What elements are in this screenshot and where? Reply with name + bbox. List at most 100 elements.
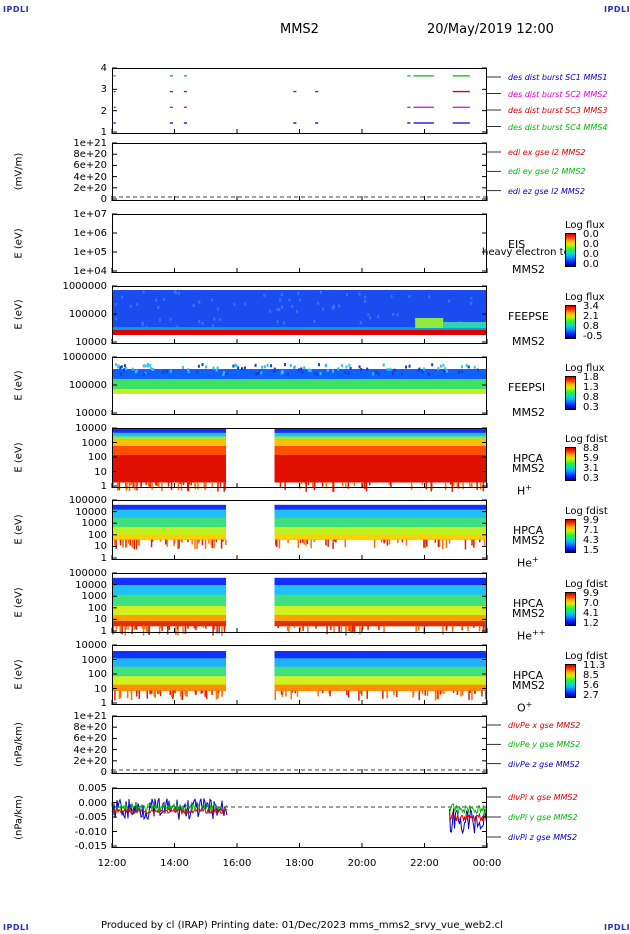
feepsi-speckle-33 (123, 364, 126, 368)
hpca_hepp-speck-1-42 (461, 625, 463, 629)
hpca_he-band-0-3 (112, 527, 227, 536)
hpca_h-speck-0-41 (132, 482, 134, 488)
feepsi-speckle-78 (150, 367, 153, 371)
feepsi-speckle-69 (135, 369, 138, 373)
hpca_o-species-name: O (517, 701, 526, 715)
hpca_he-speck-0-42 (159, 539, 162, 542)
hpca_hepp-colorbar-value: 9.9 (583, 588, 599, 599)
feepse-red-band (112, 330, 487, 335)
feepsi-speckle-66 (427, 372, 430, 376)
hpca_he-band-1-2 (274, 518, 487, 528)
hpca_h-colorbar-value: 3.1 (583, 463, 599, 474)
hpca_he-speck-1-2 (306, 539, 309, 544)
divpi-ytick-label: -0.015 (74, 841, 107, 852)
hpca_he-speck-1-4 (445, 539, 448, 549)
feepsi-panel-frame (112, 357, 487, 415)
hpca_h-ytick-label: 1 (100, 481, 107, 492)
feepsi-speckle-24 (226, 372, 229, 376)
hpca_o-speck-0-22 (217, 690, 220, 694)
hpca_hepp-speck-0-15 (205, 625, 207, 629)
hpca_h-colorbar-value: 5.9 (583, 453, 599, 464)
hpca_hepp-band-1-5 (274, 621, 487, 627)
hpca_hepp-speck-1-12 (340, 625, 343, 634)
feepse-noise-45 (114, 302, 117, 306)
hpca_o-speck-1-5 (281, 690, 284, 697)
hpca_o-speck-1-31 (321, 690, 324, 694)
hpca_hepp-colorbar-value: 1.2 (583, 618, 599, 629)
eis-ytick-label: 1e+05 (73, 247, 107, 258)
hpca_he-speck-1-38 (383, 539, 386, 543)
hpca_h-speck-1-18 (388, 482, 390, 485)
hpca_he-spacecraft-label: MMS2 (512, 534, 545, 547)
feepse-noise-53 (377, 315, 380, 319)
hpca_he-speck-1-24 (335, 539, 337, 543)
hpca_he-band-1-4 (274, 534, 487, 541)
hpca_he-speck-1-43 (373, 539, 376, 548)
hpca_hepp-speck-0-0 (202, 625, 204, 628)
feepse-noise-36 (213, 317, 216, 321)
hpca_h-speck-1-0 (305, 482, 307, 492)
hpca_hepp-speck-1-1 (288, 625, 290, 634)
hpca_hepp-speck-1-24 (484, 625, 486, 632)
hpca_hepp-speck-0-42 (168, 625, 171, 630)
divpi-ytick-label: 0.000 (78, 797, 107, 809)
hpca_he-speck-0-11 (201, 539, 204, 546)
eis-panel-frame (112, 214, 487, 273)
hpca_h-speck-1-40 (462, 482, 464, 490)
hpca_o-band-1-3 (274, 676, 487, 686)
hpca_he-speck-0-6 (127, 539, 130, 544)
edi-ytick-label: 6e+20 (73, 160, 107, 172)
feepsi-speckle-111 (289, 363, 292, 367)
hpca_he-speck-0-8 (220, 539, 223, 549)
hpca_h-speck-0-26 (194, 482, 197, 490)
hpca_h-speck-0-10 (155, 482, 157, 486)
hpca_he-band-1-1 (274, 509, 487, 519)
feepsi-speckle-94 (460, 365, 463, 369)
hpca_hepp-speck-0-43 (218, 625, 220, 634)
hpca_h-colorbar-value: 8.8 (583, 443, 599, 454)
feepsi-ylabel: E (eV) (13, 370, 25, 401)
feepsi-speckle-104 (349, 366, 352, 370)
feepsi-speckle-84 (152, 367, 155, 371)
hpca_h-speck-0-20 (140, 482, 142, 488)
feepse-noise-64 (408, 294, 411, 298)
hpca_he-ytick-label: 1 (100, 553, 107, 564)
hpca_o-ytick-label: 10 (94, 683, 107, 695)
feepsi-speckle-39 (266, 363, 269, 367)
feepse-noise-1 (155, 298, 158, 302)
feepsi-colorbar-value: 0.3 (583, 402, 599, 413)
edi-legend-entry: edi ex gse l2 MMS2 (508, 148, 586, 157)
feepse-noise-28 (129, 304, 132, 308)
hpca_h-band-0-5 (112, 455, 227, 483)
hpca_hepp-speck-1-2 (367, 625, 369, 630)
feepsi-speckle-58 (293, 366, 296, 370)
edi-legend-entry: edi ez gse l2 MMS2 (508, 186, 585, 196)
feepsi-speckle-107 (114, 363, 117, 367)
hpca_h-speck-0-44 (186, 482, 189, 491)
feepsi-speckle-18 (287, 372, 290, 376)
feepse-noise-14 (269, 309, 272, 313)
hpca_h-speck-0-3 (224, 482, 226, 491)
feepsi-speckle-113 (372, 372, 375, 376)
hpca_o-speck-1-36 (441, 690, 443, 694)
hpca_h-speck-1-36 (312, 482, 314, 488)
x-axis-tick-label: 00:00 (472, 858, 502, 869)
eis-colorbar-value: 0.0 (583, 229, 599, 240)
hpca_o-speck-1-1 (393, 690, 395, 696)
feepse-noise-60 (297, 291, 300, 295)
hpca_o-band-1-2 (274, 666, 487, 677)
hpca_o-speck-0-37 (195, 690, 197, 695)
feepsi-speckle-5 (337, 367, 340, 371)
hpca_h-band-1-3 (274, 440, 487, 447)
hpca_o-speck-0-39 (154, 690, 157, 698)
hpca_hepp-colorbar-value: 7.0 (583, 598, 599, 609)
feepsi-ytick-label: 100000 (68, 380, 107, 391)
hpca_h-speck-1-3 (365, 482, 368, 492)
hpca_h-ytick-label: 1000 (81, 437, 107, 449)
hpca_hepp-ytick-label: 1 (100, 626, 107, 637)
feepse-colorbar-value: 3.4 (583, 301, 599, 312)
hpca_hepp-speck-0-16 (119, 625, 122, 633)
hpca_hepp-band-1-2 (274, 594, 487, 607)
burst-legend-entry: des dist burst SC1 MMS1 (508, 73, 608, 82)
feepse-noise-42 (192, 304, 195, 308)
